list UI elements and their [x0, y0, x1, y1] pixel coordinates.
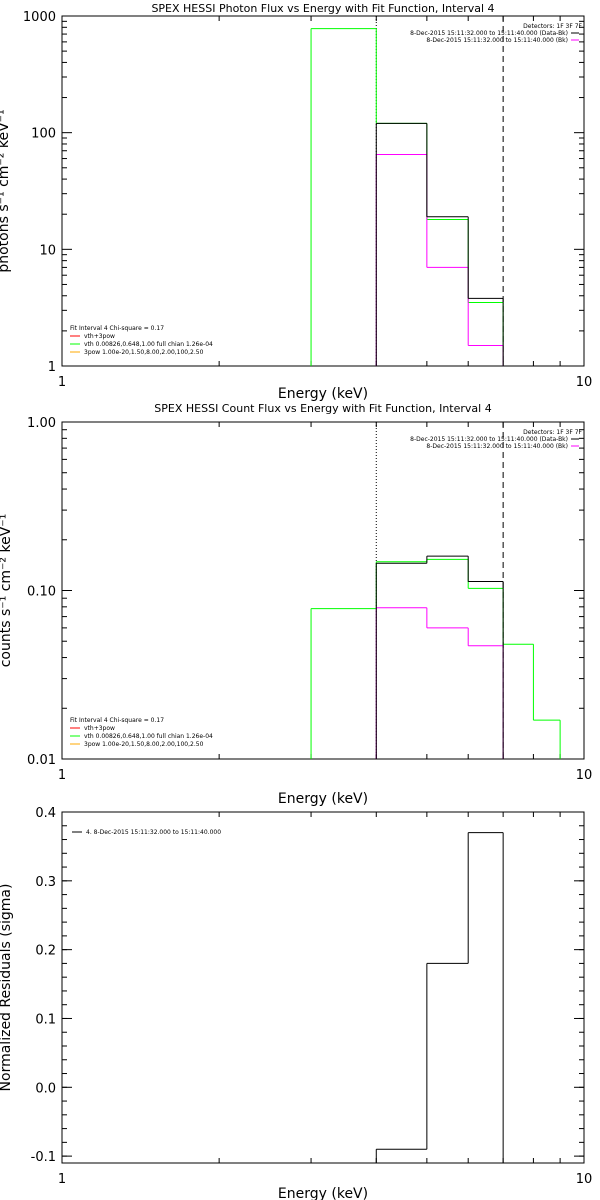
- corner-text: 8-Dec-2015 15:11:32.000 to 15:11:40.000 …: [426, 443, 568, 450]
- x-tick-label: 1: [58, 768, 66, 783]
- series-4-8-dec-2015-15-11-32-000-to-15-11-40-000: [375, 832, 504, 1163]
- x-tick-label: 1: [58, 1172, 66, 1187]
- y-axis-label: counts s⁻¹ cm⁻² keV⁻¹: [0, 514, 14, 668]
- y-tick-label: 0.2: [35, 944, 56, 959]
- corner-text: 8-Dec-2015 15:11:32.000 to 15:11:40.000 …: [410, 30, 568, 37]
- chart-title: SPEX HESSI Photon Flux vs Energy with Fi…: [151, 2, 494, 15]
- y-tick-label: 0.3: [35, 875, 56, 890]
- chart-panel-3: 1 10 -0.1 0.0 0.1 0.2 0.3 0.4 Energy (keV) Normal…: [0, 806, 592, 1200]
- x-axis-label: Energy (keV): [278, 791, 368, 807]
- y-tick-label: 0.4: [35, 806, 56, 821]
- series-vth: [310, 558, 561, 759]
- corner-text: Detectors: 1F 3F 7F: [523, 23, 582, 30]
- legend-entry: vth+3pow: [84, 725, 115, 732]
- x-tick-label: 1: [58, 375, 66, 390]
- plot-frame: [61, 15, 585, 367]
- y-tick-label: 1000: [23, 10, 56, 25]
- y-tick-label: 10: [39, 243, 56, 258]
- y-axis-label: Normalized Residuals (sigma): [0, 884, 14, 1092]
- corner-text: Detectors: 1F 3F 7F: [523, 429, 582, 436]
- legend-entry: 3pow 1.00e-20,1.50,8.00,2.00,100,2.50: [84, 741, 204, 748]
- y-axis-label: photons s⁻¹ cm⁻² keV⁻¹: [0, 109, 12, 272]
- series-bk: [375, 607, 504, 759]
- y-tick-label: 0.01: [27, 753, 56, 768]
- legend-entry: Fit Interval 4 Chi-square = 0.17: [70, 717, 164, 724]
- legend-entry: vth 0.00826,0.648,1.00 full chian 1.26e-…: [84, 341, 213, 348]
- series-data-bk: [375, 555, 504, 759]
- y-tick-label: -0.1: [31, 1150, 56, 1165]
- corner-text: 8-Dec-2015 15:11:32.000 to 15:11:40.000 …: [410, 436, 568, 443]
- x-axis-label: Energy (keV): [278, 386, 368, 402]
- x-tick-label: 10: [576, 375, 593, 390]
- x-tick-label: 10: [576, 768, 593, 783]
- legend-entry: Fit Interval 4 Chi-square = 0.17: [70, 325, 164, 332]
- series-vth: [310, 28, 504, 366]
- y-tick-label: 0.10: [27, 585, 56, 600]
- chart-panel-2: SPEX HESSI Count Flux vs Energy with Fit…: [0, 402, 592, 807]
- y-tick-label: 1.00: [27, 416, 56, 431]
- series-data-bk: [375, 122, 504, 366]
- x-axis-label: Energy (keV): [278, 1186, 368, 1200]
- chart-panel-1: SPEX HESSI Photon Flux vs Energy with Fi…: [0, 2, 592, 402]
- y-tick-label: 0.1: [35, 1012, 56, 1027]
- y-tick-label: 0.0: [35, 1081, 56, 1096]
- series-bk: [375, 153, 504, 366]
- y-tick-label: 100: [31, 127, 56, 142]
- y-tick-label: 1: [48, 360, 56, 375]
- x-tick-label: 10: [576, 1172, 593, 1187]
- chart-title: SPEX HESSI Count Flux vs Energy with Fit…: [154, 402, 491, 415]
- plot-frame: [61, 811, 585, 1164]
- legend-entry: 4. 8-Dec-2015 15:11:32.000 to 15:11:40.0…: [86, 829, 221, 836]
- legend-entry: 3pow 1.00e-20,1.50,8.00,2.00,100,2.50: [84, 349, 204, 356]
- corner-text: 8-Dec-2015 15:11:32.000 to 15:11:40.000 …: [426, 37, 568, 44]
- legend-entry: vth 0.00826,0.648,1.00 full chian 1.26e-…: [84, 733, 213, 740]
- legend-entry: vth+3pow: [84, 333, 115, 340]
- plot-frame: [61, 421, 585, 760]
